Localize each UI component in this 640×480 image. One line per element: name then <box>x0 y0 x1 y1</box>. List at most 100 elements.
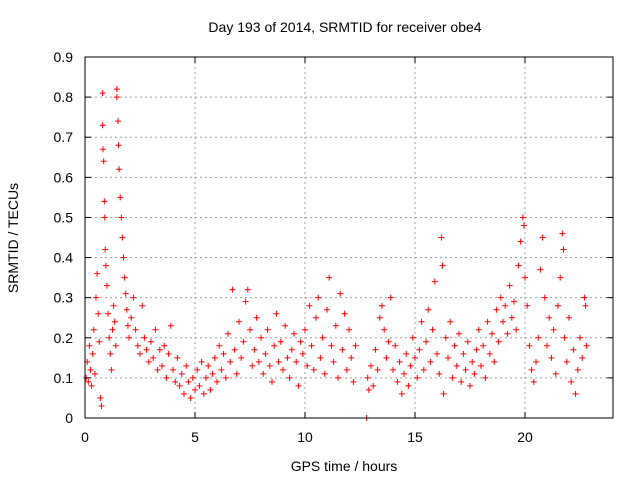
data-point <box>582 302 589 309</box>
data-point <box>231 346 238 353</box>
data-point <box>91 370 98 377</box>
data-point <box>139 302 146 309</box>
data-point <box>438 234 445 241</box>
data-point <box>105 310 112 317</box>
data-point <box>555 302 561 309</box>
data-point <box>315 294 322 301</box>
data-point <box>89 350 96 357</box>
data-point <box>87 366 94 373</box>
data-point <box>128 314 135 321</box>
data-point <box>148 338 154 345</box>
data-point <box>123 306 130 313</box>
data-point <box>530 378 537 385</box>
data-point <box>337 290 344 297</box>
data-point <box>122 290 129 297</box>
y-axis-label: SRMTID / TECUs <box>5 183 21 293</box>
data-point <box>364 374 371 381</box>
data-point <box>350 378 357 385</box>
data-point <box>381 326 388 333</box>
data-point <box>335 374 341 381</box>
data-point <box>328 342 335 349</box>
chart-title: Day 193 of 2014, SRMTID for receiver obe… <box>208 19 481 35</box>
data-point <box>260 370 267 377</box>
data-point <box>108 366 115 373</box>
data-point <box>409 334 416 341</box>
data-point <box>418 318 425 325</box>
data-point <box>258 334 264 341</box>
data-point <box>275 358 282 365</box>
data-point <box>101 198 108 205</box>
data-point <box>506 282 513 289</box>
data-point <box>93 294 99 301</box>
data-point <box>486 350 493 357</box>
data-point <box>439 262 446 269</box>
data-point <box>137 350 143 357</box>
data-point <box>508 314 515 321</box>
data-point <box>115 118 121 125</box>
data-point <box>390 366 396 373</box>
data-point <box>163 374 170 381</box>
y-tick-label: 0.7 <box>54 129 74 145</box>
points-layer <box>83 86 590 421</box>
x-tick-label: 20 <box>517 429 533 445</box>
data-point <box>295 382 302 389</box>
data-point <box>401 370 407 377</box>
data-point <box>539 234 546 241</box>
data-point <box>574 366 581 373</box>
data-point <box>504 330 511 337</box>
data-point <box>515 262 522 269</box>
data-point <box>332 322 339 329</box>
data-point <box>321 370 328 377</box>
x-tick-labels: 0 5 10 15 20 <box>81 429 533 445</box>
data-point <box>482 374 489 381</box>
data-point <box>394 378 401 385</box>
data-point <box>277 338 284 345</box>
data-point <box>205 362 212 369</box>
data-point <box>533 358 539 365</box>
data-point <box>214 378 220 385</box>
data-point <box>90 326 97 333</box>
data-point <box>473 346 480 353</box>
data-point <box>370 382 377 389</box>
y-tick-label: 0.1 <box>54 370 74 386</box>
data-point <box>220 350 227 357</box>
data-point <box>416 346 423 353</box>
data-point <box>429 326 436 333</box>
data-point <box>269 378 275 385</box>
data-point <box>434 350 440 357</box>
data-point <box>414 374 421 381</box>
data-point <box>489 330 495 337</box>
data-point <box>192 386 198 393</box>
data-point <box>167 322 174 329</box>
data-point <box>339 346 346 353</box>
data-point <box>121 274 128 281</box>
data-point <box>85 378 92 385</box>
data-point <box>99 90 106 97</box>
data-point <box>302 326 308 333</box>
data-point <box>159 362 165 369</box>
data-point <box>445 354 451 361</box>
data-point <box>563 358 570 365</box>
data-point <box>145 358 152 365</box>
data-point <box>502 302 509 309</box>
data-point <box>517 238 524 245</box>
data-point <box>88 382 95 389</box>
data-point <box>420 366 427 373</box>
data-point <box>352 342 359 349</box>
x-tick-label: 15 <box>407 429 423 445</box>
data-point <box>113 86 120 93</box>
data-point <box>447 318 454 325</box>
data-point <box>319 334 326 341</box>
data-point <box>104 282 110 289</box>
data-point <box>308 342 315 349</box>
data-point <box>255 358 262 365</box>
data-point <box>379 302 385 309</box>
x-tick-label: 0 <box>81 429 89 445</box>
data-point <box>385 338 392 345</box>
data-point <box>453 362 460 369</box>
data-point <box>449 374 456 381</box>
data-point <box>365 386 372 393</box>
data-point <box>310 366 317 373</box>
data-point <box>132 326 139 333</box>
data-point <box>194 366 201 373</box>
